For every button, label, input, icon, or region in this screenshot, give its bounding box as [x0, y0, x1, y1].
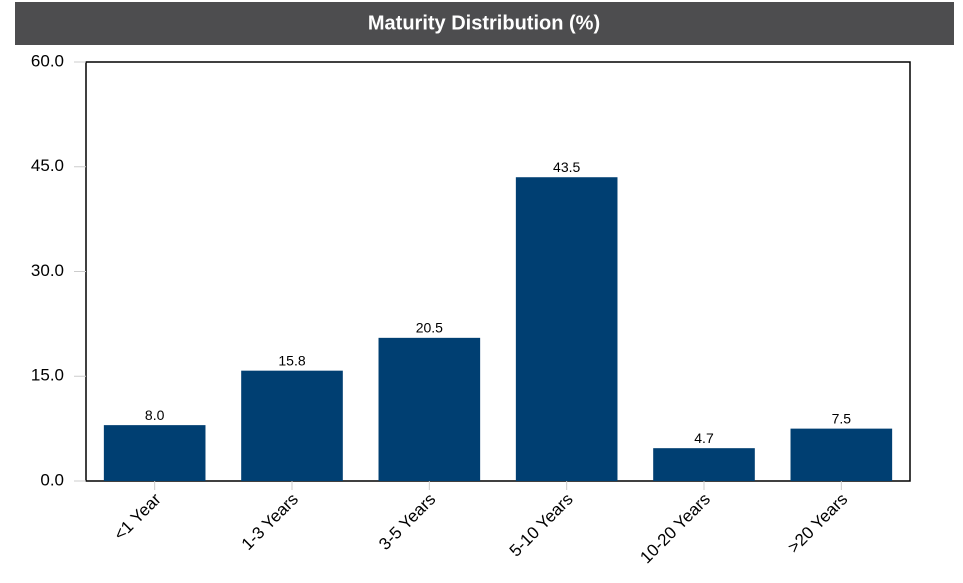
- y-tick-label: 30.0: [31, 261, 64, 280]
- value-label: 4.7: [694, 430, 714, 446]
- value-label: 7.5: [832, 410, 852, 426]
- x-tick-label: <1 Year: [110, 489, 165, 544]
- chart-title: Maturity Distribution (%): [368, 12, 600, 34]
- y-tick-label: 0.0: [40, 470, 64, 489]
- x-tick-label: 1-3 Years: [238, 490, 302, 554]
- bar: [653, 448, 755, 481]
- x-tick-label: 10-20 Years: [636, 490, 714, 568]
- y-tick-label: 45.0: [31, 156, 64, 175]
- y-tick-label: 15.0: [31, 366, 64, 385]
- value-label: 8.0: [145, 407, 165, 423]
- plot-frame: [85, 61, 911, 482]
- bar: [515, 177, 618, 481]
- value-label: 15.8: [278, 352, 305, 368]
- bar: [790, 428, 893, 481]
- x-tick-label: 5-10 Years: [506, 490, 577, 561]
- bar: [241, 370, 343, 481]
- y-tick-label: 60.0: [31, 51, 64, 70]
- value-label: 20.5: [416, 320, 443, 336]
- x-tick-label: 3-5 Years: [375, 490, 439, 554]
- x-tick-label: >20 Years: [784, 490, 851, 557]
- bar: [378, 337, 481, 481]
- value-label: 43.5: [553, 159, 580, 175]
- title-bar: [15, 2, 954, 45]
- bar: [103, 425, 206, 481]
